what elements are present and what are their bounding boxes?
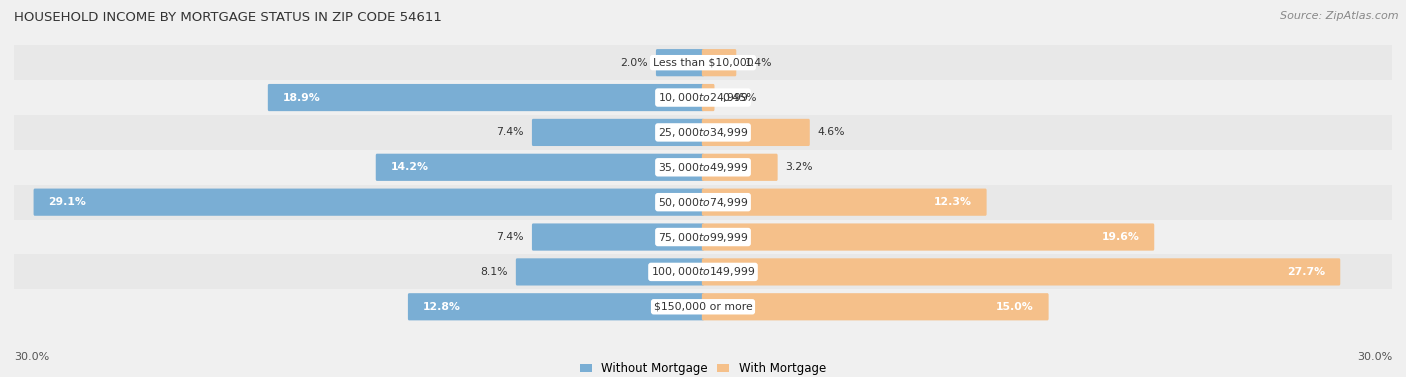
FancyBboxPatch shape	[3, 185, 1403, 219]
FancyBboxPatch shape	[3, 115, 1403, 150]
Legend: Without Mortgage, With Mortgage: Without Mortgage, With Mortgage	[575, 357, 831, 377]
Text: $150,000 or more: $150,000 or more	[654, 302, 752, 312]
Text: $10,000 to $24,999: $10,000 to $24,999	[658, 91, 748, 104]
FancyBboxPatch shape	[702, 293, 1049, 320]
Text: 7.4%: 7.4%	[496, 232, 524, 242]
FancyBboxPatch shape	[531, 119, 704, 146]
FancyBboxPatch shape	[3, 219, 1403, 254]
FancyBboxPatch shape	[34, 188, 704, 216]
FancyBboxPatch shape	[702, 188, 987, 216]
Text: $100,000 to $149,999: $100,000 to $149,999	[651, 265, 755, 278]
Text: 8.1%: 8.1%	[481, 267, 508, 277]
Text: 12.8%: 12.8%	[423, 302, 461, 312]
Text: Source: ZipAtlas.com: Source: ZipAtlas.com	[1281, 11, 1399, 21]
FancyBboxPatch shape	[702, 224, 1154, 251]
FancyBboxPatch shape	[3, 290, 1403, 324]
Text: 14.2%: 14.2%	[391, 162, 429, 172]
FancyBboxPatch shape	[657, 49, 704, 76]
Text: 7.4%: 7.4%	[496, 127, 524, 138]
FancyBboxPatch shape	[702, 119, 810, 146]
FancyBboxPatch shape	[408, 293, 704, 320]
FancyBboxPatch shape	[3, 45, 1403, 80]
FancyBboxPatch shape	[702, 84, 714, 111]
Text: $75,000 to $99,999: $75,000 to $99,999	[658, 231, 748, 244]
Text: 30.0%: 30.0%	[14, 352, 49, 362]
Text: HOUSEHOLD INCOME BY MORTGAGE STATUS IN ZIP CODE 54611: HOUSEHOLD INCOME BY MORTGAGE STATUS IN Z…	[14, 11, 441, 24]
Text: 18.9%: 18.9%	[283, 92, 321, 103]
Text: Less than $10,000: Less than $10,000	[652, 58, 754, 68]
Text: 15.0%: 15.0%	[995, 302, 1033, 312]
FancyBboxPatch shape	[702, 49, 737, 76]
FancyBboxPatch shape	[702, 258, 1340, 285]
Text: 1.4%: 1.4%	[744, 58, 772, 68]
FancyBboxPatch shape	[3, 254, 1403, 290]
Text: 4.6%: 4.6%	[818, 127, 845, 138]
Text: 2.0%: 2.0%	[620, 58, 648, 68]
Text: $50,000 to $74,999: $50,000 to $74,999	[658, 196, 748, 208]
FancyBboxPatch shape	[267, 84, 704, 111]
FancyBboxPatch shape	[375, 154, 704, 181]
Text: 27.7%: 27.7%	[1288, 267, 1326, 277]
Text: 0.45%: 0.45%	[723, 92, 756, 103]
FancyBboxPatch shape	[3, 150, 1403, 185]
Text: 29.1%: 29.1%	[48, 197, 86, 207]
FancyBboxPatch shape	[531, 224, 704, 251]
FancyBboxPatch shape	[516, 258, 704, 285]
Text: 19.6%: 19.6%	[1101, 232, 1139, 242]
Text: 3.2%: 3.2%	[786, 162, 813, 172]
Text: $25,000 to $34,999: $25,000 to $34,999	[658, 126, 748, 139]
Text: 12.3%: 12.3%	[934, 197, 972, 207]
FancyBboxPatch shape	[3, 80, 1403, 115]
Text: $35,000 to $49,999: $35,000 to $49,999	[658, 161, 748, 174]
FancyBboxPatch shape	[702, 154, 778, 181]
Text: 30.0%: 30.0%	[1357, 352, 1392, 362]
